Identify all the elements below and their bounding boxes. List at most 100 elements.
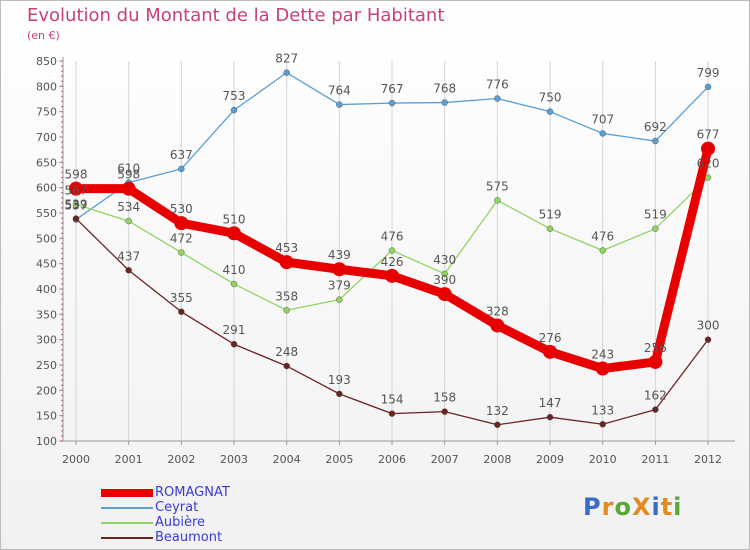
y-minor-tick <box>61 318 63 321</box>
data-label-ceyrat-2002: 637 <box>170 148 193 162</box>
data-label-romagnat-2012: 677 <box>697 128 720 142</box>
x-tick-label-2005: 2005 <box>325 453 353 466</box>
y-minor-tick <box>61 176 63 179</box>
data-label-romagnat-2008: 328 <box>486 304 509 318</box>
data-label-aubière-2012: 620 <box>697 157 720 171</box>
data-label-beaumont-2002: 355 <box>170 291 193 305</box>
y-minor-tick <box>61 121 63 123</box>
data-label-ceyrat-2004: 827 <box>275 52 298 66</box>
data-label-aubière-2008: 575 <box>486 179 509 193</box>
y-minor-tick <box>61 435 63 437</box>
y-minor-tick <box>61 156 63 159</box>
y-tick-label-550: 550 <box>36 207 57 220</box>
y-minor-tick <box>61 419 63 422</box>
point-romagnat-2002 <box>174 216 189 231</box>
data-label-aubière-2001: 534 <box>117 200 140 214</box>
point-ceyrat-2010 <box>599 130 606 137</box>
data-label-aubière-2009: 519 <box>539 208 562 222</box>
y-minor-tick <box>61 399 63 402</box>
y-minor-tick <box>61 151 63 153</box>
data-label-beaumont-2004: 248 <box>275 345 298 359</box>
data-label-beaumont-2008: 132 <box>486 404 509 418</box>
data-label-aubière-2011: 519 <box>644 208 667 222</box>
data-label-aubière-2002: 472 <box>170 232 193 246</box>
y-minor-tick <box>61 394 63 397</box>
data-label-beaumont-2006: 154 <box>381 393 404 407</box>
y-minor-tick <box>61 75 63 77</box>
data-label-romagnat-2000: 598 <box>65 168 88 182</box>
legend: ROMAGNAT Ceyrat Aubière Beaumont <box>101 485 301 545</box>
point-romagnat-2011 <box>648 354 663 369</box>
y-tick-label-650: 650 <box>36 156 57 169</box>
y-minor-tick <box>61 202 63 204</box>
logo-letter: X <box>631 493 652 521</box>
y-minor-tick <box>61 338 63 341</box>
point-beaumont-2012 <box>704 336 712 343</box>
data-label-beaumont-2000: 539 <box>65 198 88 212</box>
y-minor-tick <box>61 65 63 67</box>
x-tick-label-2002: 2002 <box>167 453 195 466</box>
y-minor-tick <box>61 369 63 371</box>
data-label-romagnat-2010: 243 <box>591 348 614 362</box>
x-tick-label-2004: 2004 <box>273 453 301 466</box>
legend-label-beaumont: Beaumont <box>155 530 223 545</box>
y-minor-tick <box>61 333 63 336</box>
point-romagnat-2010 <box>595 361 610 376</box>
data-label-beaumont-2003: 291 <box>223 323 246 337</box>
x-tick-label-2009: 2009 <box>536 453 564 466</box>
y-minor-tick <box>61 110 63 113</box>
point-beaumont-2001 <box>125 267 132 274</box>
point-ceyrat-2006 <box>388 99 396 107</box>
y-minor-tick <box>61 70 63 72</box>
data-label-beaumont-2012: 300 <box>697 319 720 333</box>
y-minor-tick <box>61 389 63 392</box>
legend-label-aubière: Aubière <box>155 515 206 530</box>
point-romagnat-2003 <box>227 226 242 241</box>
y-tick-label-350: 350 <box>36 308 57 321</box>
data-label-romagnat-2007: 390 <box>433 273 456 287</box>
y-tick-label-300: 300 <box>36 334 57 347</box>
y-minor-tick <box>61 313 63 316</box>
y-minor-tick <box>61 374 63 376</box>
y-minor-tick <box>61 131 63 133</box>
y-minor-tick <box>61 227 63 229</box>
y-minor-tick <box>61 262 63 265</box>
point-romagnat-2000 <box>69 181 83 196</box>
y-minor-tick <box>61 60 63 62</box>
point-beaumont-2003 <box>230 341 238 348</box>
legend-swatch-beaumont <box>101 537 153 539</box>
point-beaumont-2004 <box>283 362 290 370</box>
y-minor-tick <box>61 141 63 143</box>
x-tick-label-2008: 2008 <box>483 453 511 466</box>
y-minor-tick <box>61 197 63 199</box>
y-minor-tick <box>61 354 63 356</box>
y-minor-tick <box>61 126 63 128</box>
y-tick-label-250: 250 <box>36 359 57 372</box>
point-ceyrat-2009 <box>546 108 554 115</box>
data-label-romagnat-2005: 439 <box>328 248 351 262</box>
y-tick-label-800: 800 <box>36 80 57 93</box>
point-beaumont-2000 <box>72 215 80 222</box>
logo-letter: i <box>673 493 683 521</box>
x-tick-label-2012: 2012 <box>694 453 722 466</box>
data-label-romagnat-2006: 426 <box>381 255 404 269</box>
y-minor-tick <box>61 146 63 148</box>
y-tick-label-850: 850 <box>36 55 57 68</box>
point-aubière-2002 <box>178 249 185 256</box>
data-label-ceyrat-2009: 750 <box>539 91 562 105</box>
data-label-romagnat-2001: 598 <box>117 168 140 182</box>
data-label-aubière-2007: 430 <box>433 253 456 267</box>
y-minor-tick <box>61 237 63 240</box>
y-minor-tick <box>61 359 63 361</box>
legend-item-romagnat: ROMAGNAT <box>101 485 301 500</box>
data-label-romagnat-2009: 276 <box>539 331 562 345</box>
point-romagnat-2007 <box>437 287 452 302</box>
y-minor-tick <box>61 222 63 224</box>
y-minor-tick <box>61 379 63 382</box>
data-label-beaumont-2001: 437 <box>117 249 140 263</box>
data-label-romagnat-2002: 530 <box>170 202 193 216</box>
point-romagnat-2012 <box>701 141 716 156</box>
y-minor-tick <box>61 181 63 184</box>
y-minor-tick <box>61 166 63 169</box>
